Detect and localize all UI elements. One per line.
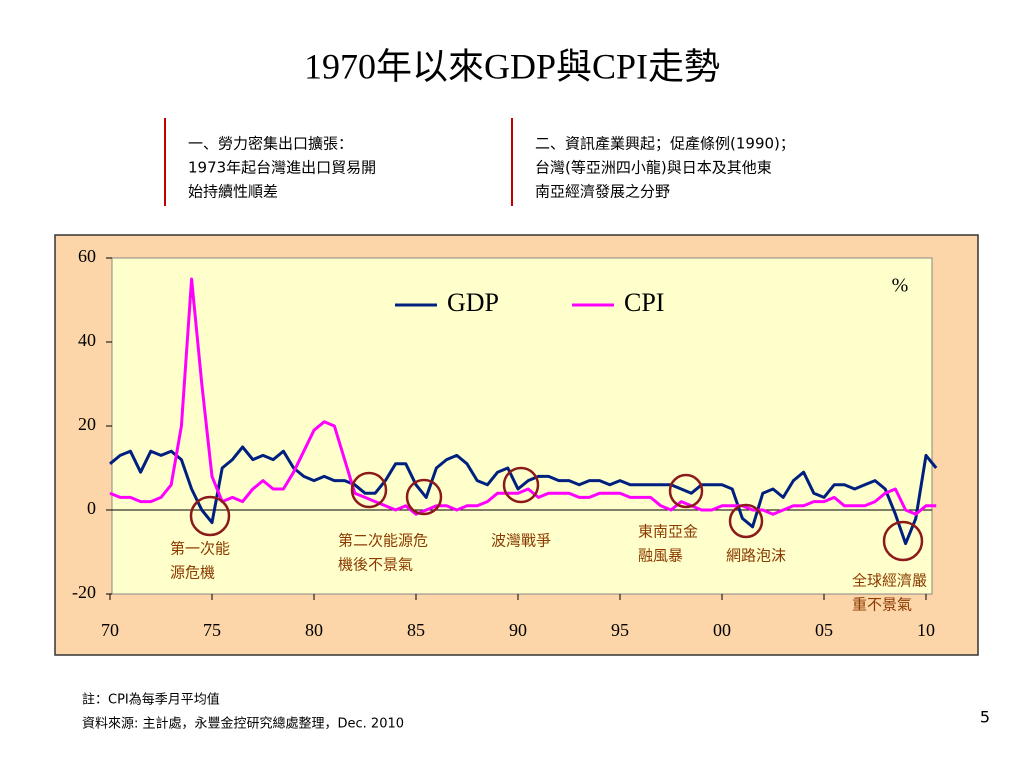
x-tick-label: 00 — [713, 620, 731, 640]
annotation: 東南亞金 — [638, 523, 698, 541]
slide-title: 1970年以來GDP與CPI走勢 — [304, 46, 720, 86]
annotation: 重不景氣 — [852, 596, 912, 614]
y-tick-label: 60 — [78, 246, 96, 266]
x-tick-label: 05 — [815, 620, 833, 640]
series-line — [109, 277, 937, 516]
footnote: 資料來源: 主計處，永豐金控研究總處整理，Dec. 2010 — [82, 716, 404, 732]
y-tick-label: 0 — [87, 498, 96, 518]
series-line — [109, 445, 938, 546]
legend-label: CPI — [624, 288, 664, 317]
annotation: 波灣戰爭 — [491, 532, 551, 550]
note-line: 二、資訊產業興起；促產條例(1990)； — [535, 135, 795, 153]
note-line: 1973年起台灣進出口貿易開 — [188, 159, 376, 177]
y-tick-label: 40 — [78, 330, 96, 350]
x-tick-label: 75 — [203, 620, 221, 640]
x-tick-label: 70 — [101, 620, 119, 640]
annotation: 第二次能源危 — [338, 532, 428, 550]
event-circle — [728, 503, 764, 539]
x-tick-label: 80 — [305, 620, 323, 640]
annotation: 源危機 — [170, 564, 215, 582]
event-circle — [189, 495, 231, 537]
annotation: 機後不景氣 — [338, 556, 413, 574]
annotation: 網路泡沫 — [726, 547, 786, 565]
annotation: 第一次能 — [170, 540, 230, 558]
annotation: 融風暴 — [638, 547, 683, 565]
event-circle — [668, 473, 704, 509]
x-tick-label: 10 — [917, 620, 935, 640]
event-circle — [405, 478, 443, 516]
event-circle — [882, 520, 924, 562]
x-tick-label: 95 — [611, 620, 629, 640]
y-tick-label: -20 — [72, 582, 96, 602]
footnote: 註：CPI為每季月平均值 — [82, 692, 220, 708]
note-line: 始持續性順差 — [188, 183, 278, 201]
note-line: 台灣(等亞洲四小龍)與日本及其他東 — [535, 159, 772, 177]
y-tick-label: 20 — [78, 414, 96, 434]
event-circle — [502, 466, 540, 504]
note-line: 南亞經濟發展之分野 — [535, 183, 670, 201]
plot-area — [111, 257, 933, 595]
page-number: 5 — [980, 708, 990, 727]
event-circle — [350, 471, 388, 509]
x-tick-label: 90 — [509, 620, 527, 640]
annotation: 全球經濟嚴 — [852, 572, 927, 590]
unit-label: % — [892, 275, 909, 297]
x-tick-label: 85 — [407, 620, 425, 640]
circles — [189, 466, 924, 562]
legend-label: GDP — [447, 288, 499, 317]
note-line: 一、勞力密集出口擴張： — [188, 135, 353, 153]
